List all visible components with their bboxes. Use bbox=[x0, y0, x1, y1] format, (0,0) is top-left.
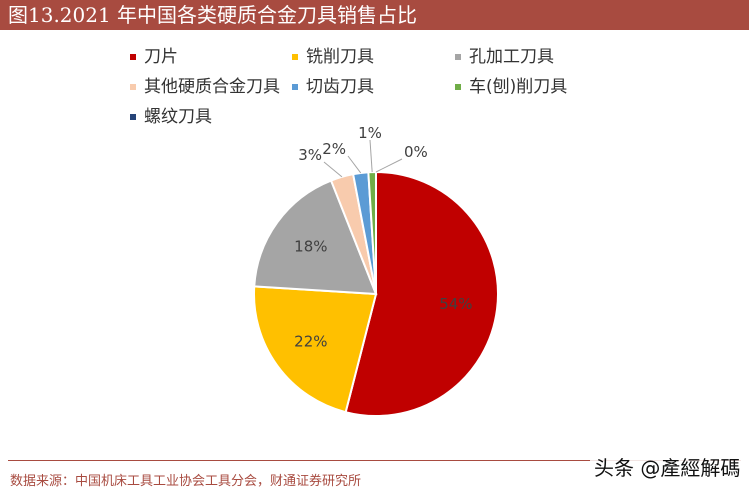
pie-slice bbox=[253, 285, 378, 414]
legend-label-hole: 孔加工刀具 bbox=[469, 47, 554, 67]
legend-label-gear: 切齿刀具 bbox=[306, 77, 374, 97]
legend-swatch-thread bbox=[130, 114, 136, 120]
watermark: 头条 @產經解碼 bbox=[590, 452, 745, 481]
legend-swatch-hole bbox=[455, 54, 461, 60]
bottom-rule bbox=[8, 460, 741, 461]
legend-swatch-other bbox=[130, 84, 136, 90]
leader-line bbox=[323, 161, 343, 178]
legend-label-other: 其他硬质合金刀具 bbox=[144, 77, 280, 97]
legend-label-thread: 螺纹刀具 bbox=[144, 107, 212, 127]
pie-slice bbox=[344, 170, 499, 417]
source-note: 数据来源：中国机床工具工业协会工具分会，财通证券研究所 bbox=[10, 474, 362, 489]
leader-line bbox=[375, 158, 403, 173]
data-label: 1% bbox=[358, 124, 382, 142]
data-label: 2% bbox=[322, 140, 346, 158]
pie-slice bbox=[253, 179, 378, 296]
leader-line bbox=[369, 139, 373, 173]
chart-legend: 刀片 铣削刀具 孔加工刀具 其他硬质合金刀具 切齿刀具 车(刨)削刀具 螺纹刀具 bbox=[0, 0, 749, 140]
data-label: 18% bbox=[294, 238, 327, 256]
data-label: 22% bbox=[294, 332, 327, 350]
legend-label-blades: 刀片 bbox=[144, 47, 178, 67]
legend-swatch-blades bbox=[130, 54, 136, 60]
leader-line bbox=[347, 155, 362, 174]
chart-title: 图13.2021 年中国各类硬质合金刀具销售占比 bbox=[0, 0, 749, 30]
legend-swatch-milling bbox=[292, 54, 298, 60]
data-label: 0% bbox=[404, 143, 428, 161]
legend-label-milling: 铣削刀具 bbox=[306, 47, 374, 67]
legend-swatch-gear bbox=[292, 84, 298, 90]
pie-slice bbox=[367, 170, 377, 295]
legend-swatch-turning bbox=[455, 84, 461, 90]
legend-label-turning: 车(刨)削刀具 bbox=[469, 77, 568, 97]
data-label: 3% bbox=[298, 146, 322, 164]
data-label: 54% bbox=[439, 295, 472, 313]
